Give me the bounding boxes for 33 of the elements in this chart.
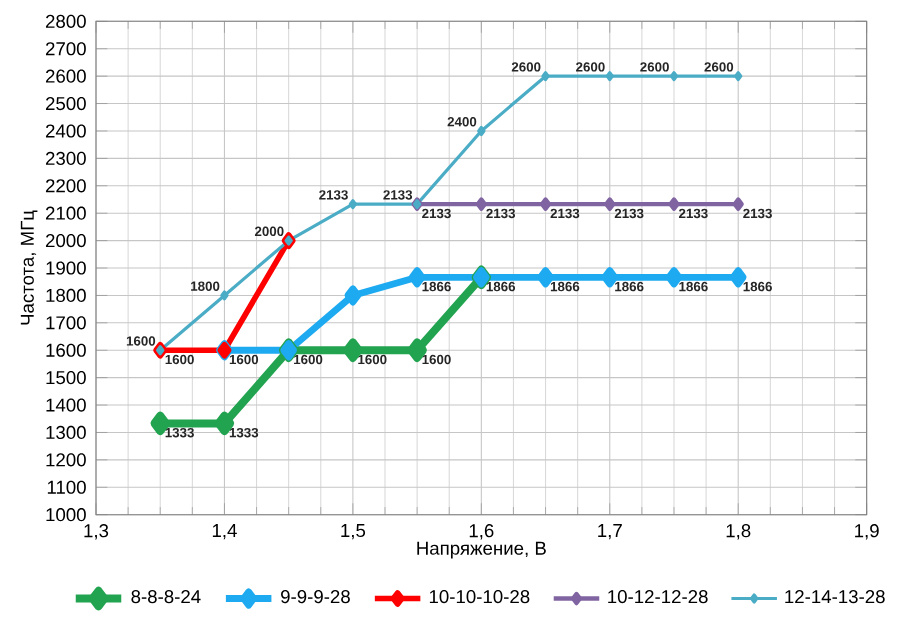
y-tick-label: 2800: [45, 14, 86, 28]
y-tick-label: 1200: [46, 453, 86, 467]
y-tick-label: 1700: [46, 316, 86, 330]
y-tick-label: 2600: [45, 69, 86, 83]
y-tick-label: 1100: [47, 480, 86, 494]
x-tick-label: 1,6: [469, 524, 494, 540]
y-tick-label: 2500: [45, 96, 86, 111]
legend-label: 10-10-10-28: [429, 590, 530, 604]
y-tick-label: 2700: [45, 42, 86, 56]
legend-label: 8-8-8-24: [131, 590, 201, 604]
y-tick-label: 1500: [46, 371, 86, 385]
y-tick-label: 1400: [46, 398, 86, 412]
x-axis-title: Напряжение, В: [417, 541, 546, 559]
y-axis-title: Частота, МГц: [20, 210, 38, 325]
y-tick-label: 2000: [45, 234, 86, 248]
y-tick-label: 1800: [46, 288, 86, 303]
y-tick-label: 2200: [45, 179, 86, 193]
y-tick-label: 1600: [46, 343, 86, 357]
y-tick-label: 2100: [45, 206, 86, 220]
x-tick-label: 1,9: [855, 524, 879, 540]
x-tick-label: 1,7: [598, 524, 622, 540]
legend-label: 9-9-9-28: [281, 590, 350, 604]
legend-label: 12-14-13-28: [785, 590, 885, 604]
x-tick-label: 1,3: [84, 524, 109, 540]
y-tick-label: 2400: [45, 124, 86, 138]
y-tick-label: 1300: [46, 425, 86, 440]
x-tick-label: 1,5: [341, 524, 366, 540]
legend-label: 10-12-12-28: [608, 590, 708, 604]
y-tick-label: 1900: [46, 261, 86, 275]
x-tick-label: 1,8: [726, 524, 751, 540]
y-tick-label: 1000: [46, 508, 86, 522]
y-tick-label: 2300: [45, 151, 86, 165]
x-tick-label: 1,4: [212, 524, 237, 540]
